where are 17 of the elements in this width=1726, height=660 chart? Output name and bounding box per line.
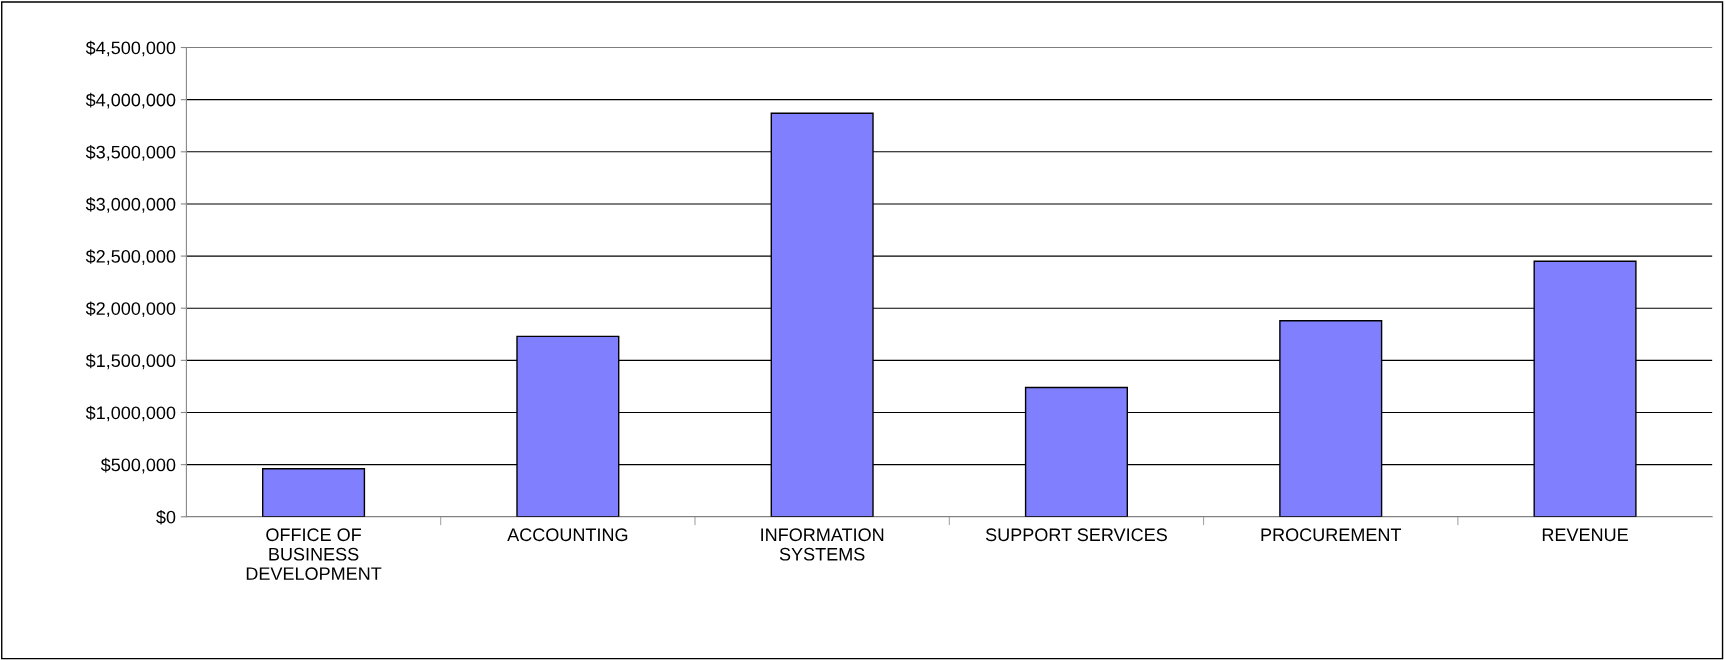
y-tick-label: $500,000 bbox=[100, 457, 176, 474]
y-tick-label: $2,000,000 bbox=[85, 301, 176, 318]
y-tick-label: $2,500,000 bbox=[85, 249, 176, 265]
x-tick-label: SUPPORT SERVICES bbox=[985, 528, 1167, 542]
y-tick-label: $3,500,000 bbox=[85, 144, 176, 161]
y-tick-label: $0 bbox=[156, 509, 176, 525]
x-tick-label: PROCUREMENT bbox=[1261, 528, 1402, 542]
y-tick-label: $1,000,000 bbox=[85, 405, 176, 422]
x-tick-label: ACCOUNTING bbox=[507, 528, 628, 542]
bar bbox=[262, 468, 366, 517]
x-tick-label: OFFICE OF BUSINESS DEVELOPMENT bbox=[246, 528, 382, 581]
y-tick-label: $3,000,000 bbox=[85, 197, 176, 213]
x-tick-label: REVENUE bbox=[1542, 528, 1628, 542]
y-tick-label: $1,500,000 bbox=[85, 353, 176, 370]
y-tick-label: $4,000,000 bbox=[85, 92, 176, 109]
x-tick-label: INFORMATION SYSTEMS bbox=[761, 528, 884, 561]
y-tick-label: $4,500,000 bbox=[85, 40, 176, 57]
